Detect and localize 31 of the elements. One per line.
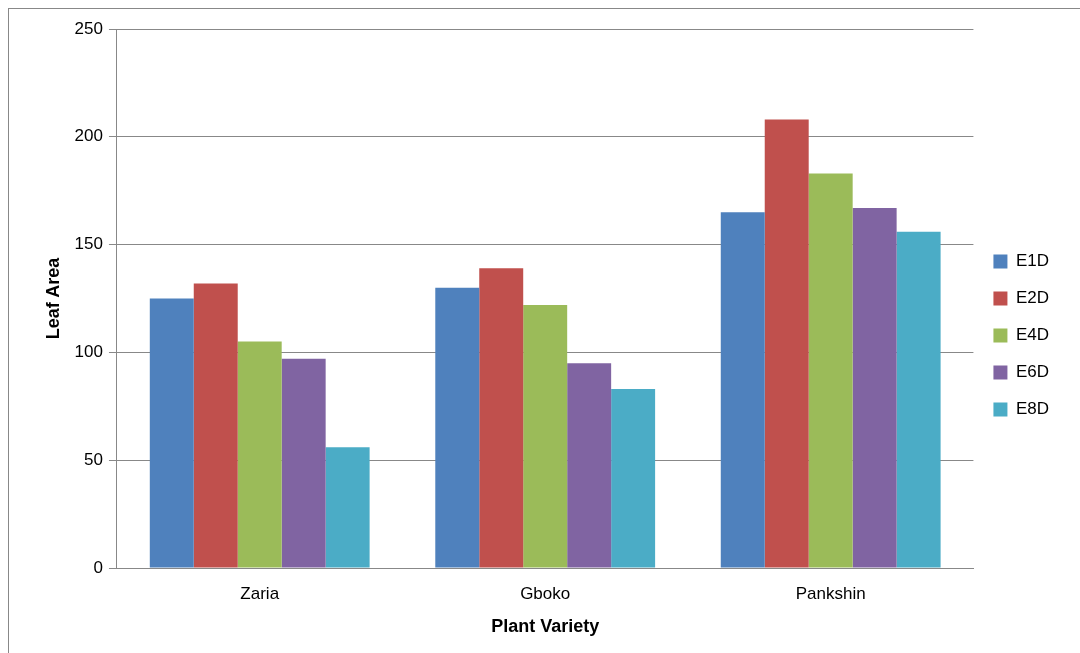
bar [149,298,194,568]
x-axis-title: Plant Variety [491,616,600,637]
y-tick-label: 150 [74,234,103,254]
bar [764,119,809,568]
bar [808,173,853,568]
bar [523,304,568,568]
bar [852,207,897,568]
bar [567,363,612,568]
bar [435,287,480,568]
bar [896,231,941,568]
bar [281,358,326,568]
x-tick-label: Gboko [520,583,571,603]
legend-label: E8D [1015,399,1050,419]
bar [193,283,238,568]
legend-label: E2D [1015,288,1050,308]
y-axis-title: Leaf Area [42,256,63,340]
bar [325,447,370,568]
bar [720,212,765,568]
bar [479,268,524,568]
y-tick-label: 200 [74,126,103,146]
legend-label: E6D [1015,362,1050,382]
legend-label: E1D [1015,251,1050,271]
bar [611,389,656,568]
y-tick-label: 250 [74,18,103,38]
y-tick-label: 50 [84,449,103,469]
y-tick-label: 0 [93,557,103,577]
y-tick-label: 100 [74,342,103,362]
x-tick-label: Zaria [240,583,280,603]
legend-label: E4D [1015,325,1050,345]
bar [237,341,282,568]
x-tick-label: Pankshin [795,583,866,603]
